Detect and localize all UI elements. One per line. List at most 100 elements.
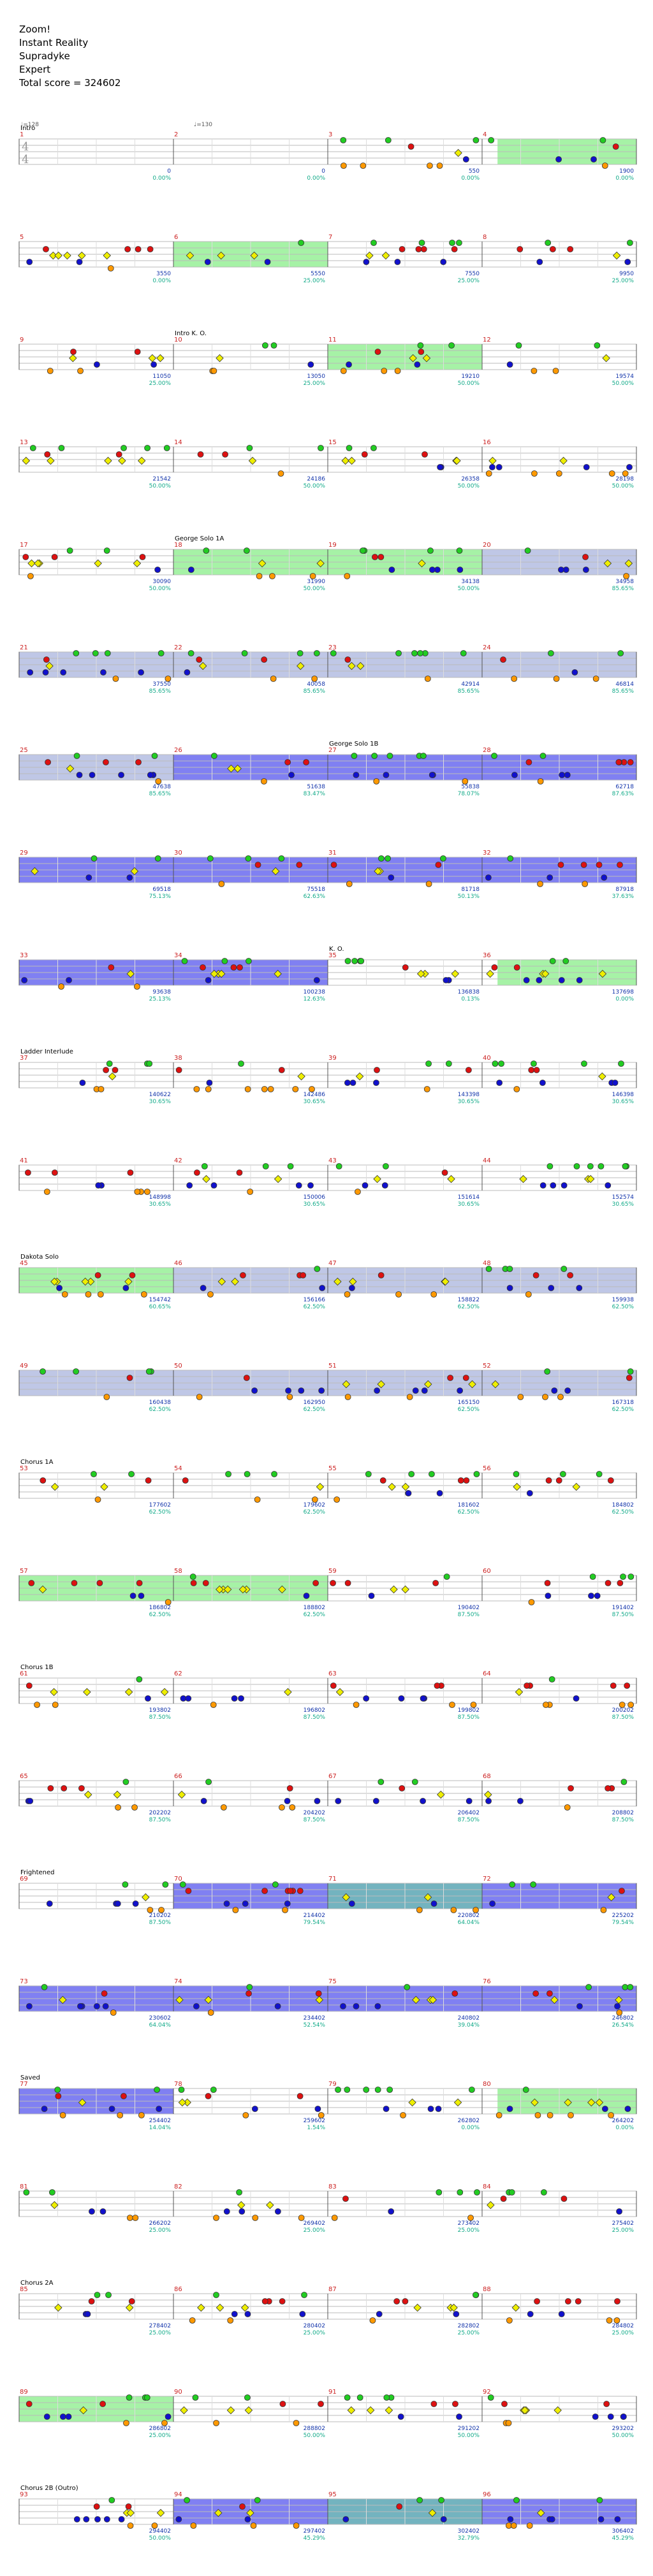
note-yellow — [266, 2201, 274, 2210]
note — [596, 2497, 603, 2503]
note — [261, 656, 268, 663]
measure-score: 264202 — [612, 2118, 634, 2124]
note — [511, 676, 518, 682]
note — [440, 855, 446, 862]
measure-percent: 37.63% — [612, 894, 635, 900]
note-yellow — [412, 1995, 420, 2004]
measure-number: 47 — [328, 1260, 337, 1267]
note — [616, 2208, 622, 2215]
measure-score: 179602 — [304, 1502, 325, 1509]
note — [94, 2292, 101, 2298]
measure-number: 8 — [483, 234, 487, 241]
measure-score: 225202 — [612, 1913, 634, 1919]
note — [445, 1060, 452, 1067]
note — [441, 1169, 448, 1176]
measure-percent: 25.00% — [304, 2330, 326, 2336]
measure-percent: 85.65% — [149, 791, 172, 797]
measure-percent: 85.65% — [458, 688, 480, 695]
measure-number: 38 — [174, 1055, 182, 1062]
note — [261, 342, 268, 349]
measure-percent: 85.65% — [612, 688, 635, 695]
measure-percent: 25.00% — [304, 278, 326, 284]
note — [596, 1471, 603, 1477]
measure-score: 42914 — [461, 681, 480, 688]
measure-percent: 62.50% — [149, 1407, 172, 1413]
note — [600, 1907, 607, 1913]
measure-score: 200202 — [612, 1707, 634, 1714]
note-yellow — [104, 456, 112, 465]
measure-percent: 50.00% — [149, 483, 172, 489]
measure-score: 159938 — [612, 1297, 635, 1303]
note — [622, 470, 629, 477]
note — [423, 1086, 430, 1092]
measure-percent: 83.47% — [304, 791, 326, 797]
note — [463, 1477, 470, 1484]
note-yellow — [602, 354, 610, 363]
measure-score: 294402 — [149, 2528, 171, 2535]
note — [312, 1580, 319, 1586]
note — [557, 862, 564, 868]
note — [205, 1779, 212, 1785]
measure-number: 16 — [483, 439, 491, 446]
note — [282, 1907, 288, 1913]
note — [603, 2401, 610, 2407]
measure-percent: 50.00% — [458, 2433, 480, 2439]
measure-number: 72 — [483, 1876, 491, 1883]
measure-number: 64 — [483, 1670, 491, 1677]
note-yellow — [240, 2303, 249, 2312]
note — [528, 1599, 535, 1605]
note-yellow — [595, 2098, 604, 2107]
measure-percent: 87.50% — [304, 1817, 326, 1823]
note-yellow — [223, 1585, 232, 1594]
note — [456, 547, 463, 554]
note — [246, 1990, 252, 1997]
measure-score: 186802 — [149, 1605, 171, 1611]
note — [122, 1285, 129, 1291]
note — [184, 669, 191, 676]
note-yellow — [81, 1277, 89, 1286]
note-yellow — [441, 1277, 450, 1286]
note — [91, 855, 98, 862]
measure-percent: 0.00% — [152, 175, 171, 182]
note — [245, 855, 252, 862]
note — [582, 567, 589, 573]
note — [608, 2112, 614, 2118]
note-yellow — [341, 456, 349, 465]
note — [466, 1798, 473, 1804]
note — [614, 2516, 621, 2522]
measure-score: 26358 — [461, 476, 480, 482]
measure-percent: 85.65% — [149, 688, 172, 695]
note-yellow — [612, 251, 621, 260]
note — [112, 1067, 119, 1073]
note — [420, 753, 427, 759]
note-yellow — [615, 1995, 623, 2004]
note — [443, 1574, 450, 1580]
note — [534, 2298, 540, 2305]
measure-score: 154742 — [149, 1297, 171, 1303]
note — [128, 1471, 135, 1477]
time-sig-top: 4 — [22, 140, 29, 154]
note-yellow — [34, 559, 42, 568]
measure-score: 273402 — [458, 2220, 480, 2227]
note — [544, 1368, 551, 1375]
measure-score: 7550 — [465, 271, 480, 277]
note — [145, 1695, 151, 1702]
measure-score: 47638 — [152, 784, 171, 790]
note — [28, 1580, 35, 1586]
note-yellow — [50, 1277, 59, 1286]
note — [250, 2522, 257, 2529]
measure-score: 162950 — [304, 1400, 326, 1406]
note — [46, 1900, 53, 1907]
note — [151, 2522, 158, 2529]
measure-score: 188802 — [304, 1605, 325, 1611]
measure-score: 220802 — [458, 1913, 480, 1919]
note — [608, 470, 615, 477]
note — [22, 554, 29, 560]
note-yellow — [385, 2406, 393, 2415]
note — [331, 2215, 338, 2221]
note — [48, 2189, 55, 2196]
note — [261, 1086, 268, 1092]
measure-score: 190402 — [458, 1605, 480, 1611]
measure-score: 286802 — [149, 2426, 171, 2432]
measure-score: 87918 — [615, 886, 634, 893]
